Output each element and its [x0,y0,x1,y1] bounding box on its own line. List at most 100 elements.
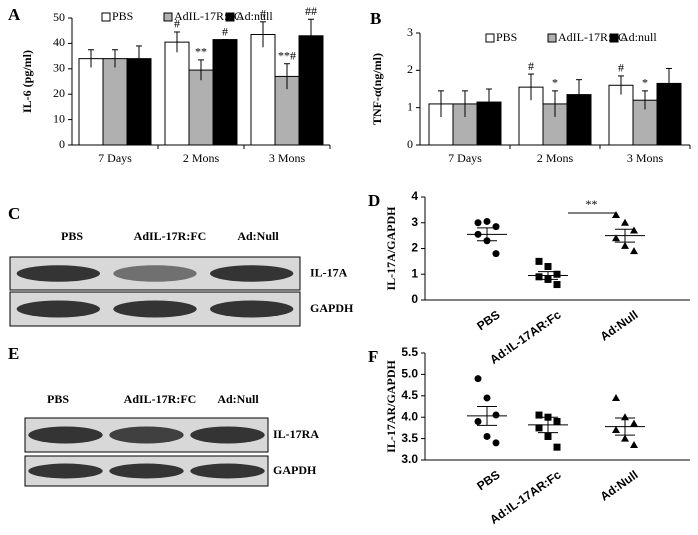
point [630,247,638,255]
y-tick-label: 10 [53,111,65,125]
y-tick-label: 50 [53,10,65,24]
blot-band [28,426,103,444]
y-axis-label: IL-17AR/GAPDH [384,360,398,453]
y-tick-label: 3.0 [401,452,418,466]
x-tick-label: 2 Mons [183,151,220,165]
bar [78,58,104,146]
y-axis-label: TNF-α(ng/ml) [370,53,384,125]
bar [656,82,682,146]
y-tick-label: 4 [411,189,418,203]
annotation: # [260,7,266,21]
bar [164,41,190,146]
point [474,219,482,227]
point [483,432,491,440]
bar [274,75,300,146]
point [544,263,552,271]
panel-letter: E [8,344,19,363]
legend-label: Ad:null [620,30,657,44]
point [621,241,629,249]
point [474,375,482,383]
blot-band [16,300,100,318]
annotation: # [222,24,228,38]
y-tick-label: 0 [407,137,413,151]
blot-band [210,265,294,282]
legend-swatch [101,12,111,22]
annotation: # [618,61,624,75]
point [621,218,629,226]
x-tick-label: 3 Mons [269,151,306,165]
legend-label: PBS [112,9,133,23]
x-tick-label: PBS [474,468,502,494]
legend-label: Ad:null [236,9,273,23]
legend-swatch [547,33,557,43]
bar [212,39,238,146]
lane-label: AdIL-17R:FC [124,392,197,406]
y-tick-label: 1 [407,99,413,113]
y-tick-label: 0 [411,292,418,306]
point [492,223,500,231]
row-label: IL-17A [310,265,348,279]
y-tick-label: 5.5 [401,345,418,359]
x-tick-label: 3 Mons [627,151,664,165]
legend-swatch [485,33,495,43]
point [612,393,620,401]
lane-label: AdIL-17R:FC [134,229,207,243]
point [612,234,620,242]
y-tick-label: 30 [53,61,65,75]
blot-band [16,265,100,282]
row-label: GAPDH [310,301,354,315]
panel-letter: C [8,204,20,223]
y-tick-label: 2 [411,241,418,255]
legend-swatch [609,33,619,43]
y-tick-label: 1 [411,266,418,280]
legend-label: PBS [496,30,517,44]
y-tick-label: 4.5 [401,388,418,402]
annotation: # [174,17,180,31]
y-tick-label: 0 [59,137,65,151]
y-tick-label: 2 [407,62,413,76]
point [612,211,620,219]
x-tick-label: Ad:Null [598,468,641,504]
legend-swatch [225,12,235,22]
blot-band [28,463,103,479]
panel-letter: A [8,5,21,24]
blot-band [113,300,197,318]
point [492,439,500,447]
row-label: IL-17RA [273,427,319,441]
y-tick-label: 3 [407,25,413,39]
blot-band [109,463,184,479]
point [535,273,543,281]
blot-band [113,265,197,282]
point [544,432,552,440]
panel-letter: B [370,9,381,28]
y-tick-label: 4.0 [401,409,418,423]
x-tick-label: 7 Days [98,151,132,165]
bar [126,58,152,146]
y-tick-label: 3.5 [401,431,418,445]
annotation: ** [195,45,207,59]
point [621,434,629,442]
y-tick-label: 40 [53,35,65,49]
x-tick-label: Ad:Null [598,308,641,344]
point [553,443,561,451]
point [612,426,620,434]
annotation: ## [305,4,317,18]
y-tick-label: 20 [53,86,65,100]
legend-label: AdIL-17R:FC [558,30,626,44]
lane-label: Ad:Null [217,392,259,406]
point [535,424,543,432]
lane-label: Ad:Null [237,229,279,243]
x-tick-label: 2 Mons [537,151,574,165]
bar [102,58,128,146]
panel-letter: D [368,191,380,210]
legend-label: AdIL-17R:FC [174,9,242,23]
annotation: * [552,76,558,90]
annotation: ** [586,197,598,211]
annotation: * [642,76,648,90]
point [553,417,561,425]
y-tick-label: 3 [411,215,418,229]
point [630,226,638,234]
blot-band [109,426,184,444]
blot-band [210,300,294,318]
